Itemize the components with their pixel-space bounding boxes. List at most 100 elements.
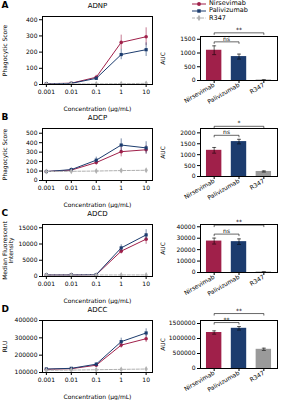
svg-text:10000: 10000 <box>18 240 37 247</box>
svg-text:10: 10 <box>142 376 150 383</box>
svg-text:400: 400 <box>26 16 38 23</box>
svg-text:1500: 1500 <box>180 140 195 147</box>
svg-text:ns: ns <box>223 227 230 234</box>
svg-text:R347: R347 <box>248 81 265 95</box>
svg-text:100: 100 <box>26 167 38 174</box>
svg-text:0: 0 <box>34 80 38 87</box>
svg-text:AUC: AUC <box>159 146 166 159</box>
svg-text:200: 200 <box>26 158 38 165</box>
svg-text:Concentration (μg/mL): Concentration (μg/mL) <box>64 393 132 400</box>
svg-text:10: 10 <box>142 184 150 191</box>
svg-text:*: * <box>238 119 241 126</box>
svg-text:0.001: 0.001 <box>38 88 55 95</box>
svg-text:**: ** <box>236 26 242 33</box>
svg-text:0.001: 0.001 <box>38 184 55 191</box>
html-text:Palivizumab: Palivizumab <box>209 6 248 15</box>
svg-text:R347: R347 <box>248 177 265 191</box>
svg-text:400: 400 <box>26 139 38 146</box>
html-text:Nirsevimab: Nirsevimab <box>209 0 246 7</box>
svg-text:0.01: 0.01 <box>65 88 79 95</box>
svg-text:0.001: 0.001 <box>38 280 55 287</box>
svg-text:Concentration (μg/mL): Concentration (μg/mL) <box>63 200 132 208</box>
svg-text:**: ** <box>224 316 230 323</box>
svg-text:1000000: 1000000 <box>169 334 196 341</box>
svg-text:0.01: 0.01 <box>65 376 79 383</box>
svg-text:0.1: 0.1 <box>91 376 101 383</box>
svg-text:5000: 5000 <box>22 256 37 263</box>
svg-text:500000: 500000 <box>173 349 196 356</box>
svg-text:Nirsevimab: Nirsevimab <box>182 81 216 104</box>
svg-text:AUC: AUC <box>159 338 166 351</box>
svg-text:300: 300 <box>26 148 38 155</box>
svg-text:500: 500 <box>26 129 38 136</box>
svg-text:D: D <box>2 304 9 314</box>
svg-text:40000: 40000 <box>176 223 195 230</box>
svg-text:15000: 15000 <box>18 224 37 231</box>
svg-text:20000: 20000 <box>176 246 195 253</box>
svg-text:ns: ns <box>223 35 230 42</box>
svg-text:ADCC: ADCC <box>88 306 108 314</box>
svg-text:300000: 300000 <box>15 334 38 341</box>
svg-text:Concentration (μg/mL): Concentration (μg/mL) <box>63 296 132 304</box>
svg-text:10: 10 <box>142 280 150 287</box>
svg-text:0: 0 <box>192 364 196 371</box>
svg-text:RLU: RLU <box>1 341 8 353</box>
svg-text:1000: 1000 <box>180 151 195 158</box>
svg-text:0: 0 <box>192 268 196 275</box>
svg-text:30000: 30000 <box>176 234 195 241</box>
svg-text:**: ** <box>236 307 242 314</box>
svg-text:A: A <box>2 0 9 10</box>
svg-text:Palivizumab: Palivizumab <box>206 177 241 201</box>
svg-text:10000: 10000 <box>176 257 195 264</box>
svg-text:ADNP: ADNP <box>88 2 108 10</box>
svg-text:Nirsevimab: Nirsevimab <box>182 177 216 200</box>
svg-text:R347: R347 <box>248 369 265 383</box>
svg-text:**: ** <box>236 218 242 225</box>
svg-text:0.1: 0.1 <box>91 280 101 287</box>
svg-text:ADCP: ADCP <box>88 114 107 122</box>
svg-text:1500000: 1500000 <box>169 319 196 326</box>
svg-text:100: 100 <box>26 64 38 71</box>
svg-text:B: B <box>2 112 9 122</box>
svg-text:0.1: 0.1 <box>91 184 101 191</box>
svg-text:Phagocytic Score: Phagocytic Score <box>1 24 9 76</box>
svg-text:200000: 200000 <box>15 351 38 358</box>
svg-text:ns: ns <box>223 128 230 135</box>
svg-text:1000: 1000 <box>180 49 195 56</box>
svg-text:0.001: 0.001 <box>38 376 55 383</box>
svg-text:AUC: AUC <box>159 242 166 255</box>
svg-text:1: 1 <box>119 376 123 383</box>
svg-text:Median FluorescentIntensity: Median FluorescentIntensity <box>1 221 15 280</box>
svg-text:200: 200 <box>26 48 38 55</box>
svg-text:1: 1 <box>119 280 123 287</box>
svg-text:Palivizumab: Palivizumab <box>206 369 241 393</box>
svg-text:0.01: 0.01 <box>65 184 79 191</box>
svg-text:Phagocytic Score: Phagocytic Score <box>1 128 9 180</box>
html-text:R347: R347 <box>209 13 226 22</box>
svg-text:AUC: AUC <box>159 52 166 65</box>
svg-text:0: 0 <box>34 176 38 183</box>
svg-text:2000: 2000 <box>180 129 195 136</box>
svg-text:C: C <box>2 208 9 218</box>
svg-text:1: 1 <box>119 88 123 95</box>
svg-text:ADCD: ADCD <box>87 210 107 218</box>
svg-text:Concentration (μg/mL): Concentration (μg/mL) <box>63 104 132 112</box>
svg-text:Nirsevimab: Nirsevimab <box>182 369 216 392</box>
svg-text:0: 0 <box>192 76 196 83</box>
svg-text:100000: 100000 <box>15 368 38 375</box>
svg-text:0: 0 <box>192 172 196 179</box>
svg-text:Palivizumab: Palivizumab <box>206 81 241 105</box>
svg-text:400000: 400000 <box>15 316 38 323</box>
svg-text:1500: 1500 <box>180 35 195 42</box>
svg-text:500: 500 <box>184 63 196 70</box>
svg-text:0: 0 <box>34 272 38 279</box>
svg-text:Palivizumab: Palivizumab <box>206 273 241 297</box>
svg-text:500: 500 <box>184 162 196 169</box>
svg-text:300: 300 <box>26 32 38 39</box>
svg-text:10: 10 <box>142 88 150 95</box>
svg-text:1: 1 <box>119 184 123 191</box>
svg-text:R347: R347 <box>248 273 265 287</box>
svg-text:Nirsevimab: Nirsevimab <box>182 273 216 296</box>
svg-text:0.1: 0.1 <box>91 88 101 95</box>
svg-text:0.01: 0.01 <box>65 280 79 287</box>
